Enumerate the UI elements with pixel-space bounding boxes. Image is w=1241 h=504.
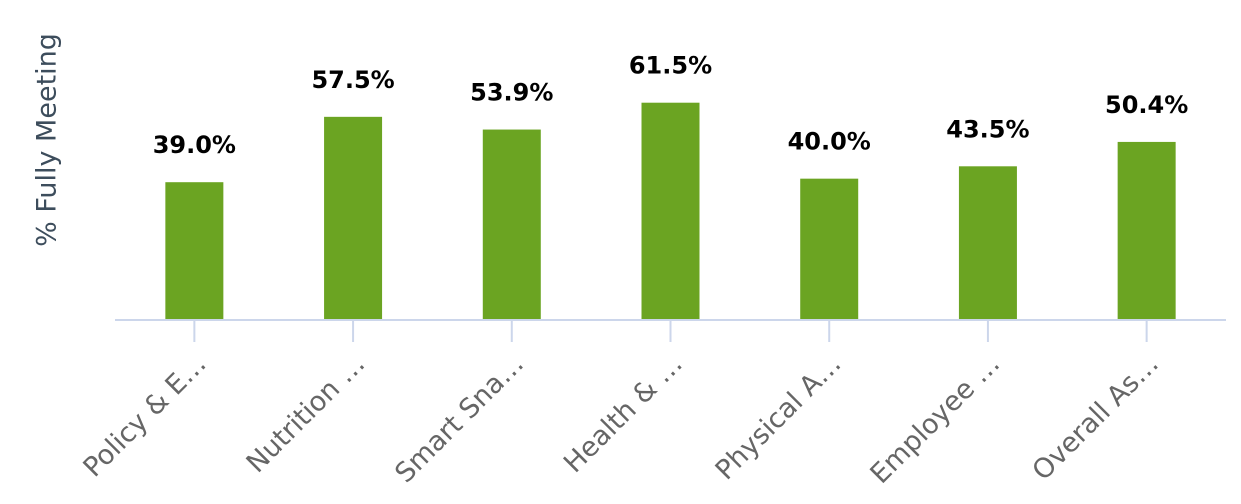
bar (482, 129, 541, 320)
x-tick-label: Smart Sna… (389, 348, 530, 489)
x-tick-label: Physical A… (710, 348, 848, 486)
data-label: 43.5% (946, 115, 1029, 143)
data-label: 53.9% (470, 79, 553, 107)
bar (958, 166, 1017, 320)
bar (324, 116, 383, 320)
y-axis-label: % Fully Meeting (32, 33, 63, 247)
data-label: 57.5% (311, 66, 394, 94)
x-tick-label: Policy & E… (78, 348, 213, 483)
data-label: 50.4% (1105, 91, 1188, 119)
x-tick-label: Nutrition … (241, 348, 372, 479)
data-label: 39.0% (153, 131, 236, 159)
bar (165, 182, 224, 320)
data-label: 61.5% (629, 52, 712, 80)
x-tick-label: Health & … (558, 348, 689, 479)
x-tick-label: Employee … (865, 348, 1007, 490)
bar (800, 178, 859, 320)
bar (1117, 141, 1176, 320)
data-label: 40.0% (788, 128, 871, 156)
x-tick-label: Overall As… (1027, 348, 1165, 486)
bar (641, 102, 700, 320)
